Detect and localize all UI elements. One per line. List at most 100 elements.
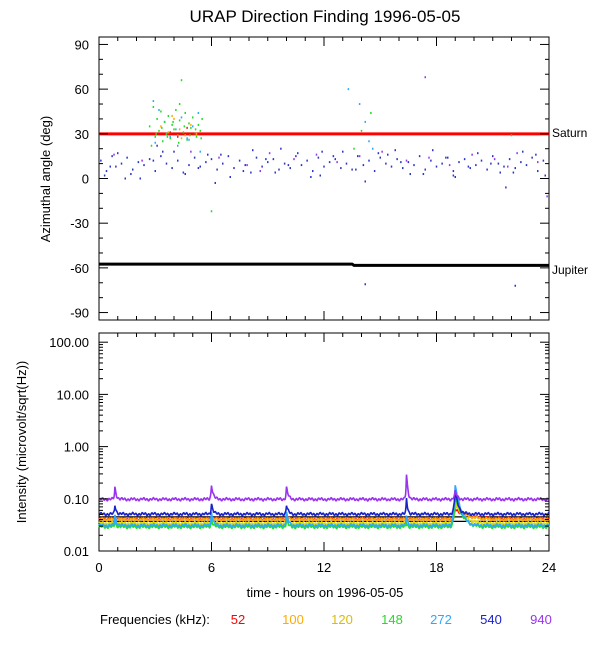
azimuth-point (428, 156, 430, 159)
azimuth-y-tick-label: 30 (75, 127, 89, 142)
azimuth-point (387, 153, 389, 156)
azimuth-point (177, 144, 179, 147)
legend-item-52: 52 (231, 612, 245, 627)
azimuth-point (293, 158, 295, 161)
azimuth-point (381, 150, 383, 153)
azimuth-point (289, 167, 291, 170)
azimuth-point (173, 150, 175, 153)
azimuth-point (297, 152, 299, 155)
azimuth-point (362, 164, 365, 167)
legend-item-272: 272 (430, 612, 452, 627)
legend-item-940: 940 (530, 612, 552, 627)
azimuth-point (105, 170, 108, 173)
legend-item-540: 540 (480, 612, 502, 627)
azimuth-point (160, 110, 162, 113)
azimuth-point (154, 135, 156, 138)
azimuth-point (177, 159, 179, 162)
azimuth-point (432, 149, 434, 152)
azimuth-point (216, 168, 218, 171)
azimuth-point (227, 155, 230, 158)
azimuth-point (218, 156, 220, 159)
azimuth-point (165, 162, 168, 165)
azimuth-point (400, 161, 402, 164)
azimuth-y-tick-label: -30 (70, 216, 89, 231)
azimuth-point (197, 167, 200, 170)
azimuth-point (155, 132, 157, 135)
azimuth-point (182, 171, 185, 174)
azimuth-point (370, 111, 372, 114)
azimuth-point (520, 161, 522, 164)
azimuth-point (332, 155, 335, 158)
jupiter-reference-line (99, 262, 549, 267)
intensity-series (98, 474, 550, 530)
azimuth-point (137, 161, 140, 164)
azimuth-point (394, 149, 396, 152)
azimuth-point (242, 170, 245, 173)
azimuth-point (342, 150, 344, 153)
azimuth-point (351, 168, 353, 171)
azimuth-y-tick-label: -90 (70, 306, 89, 321)
intensity-y-ticks: 100.00 10.00 1.00 0.10 0.01 (49, 335, 549, 559)
x-tick-label: 24 (542, 560, 556, 575)
azimuth-point (300, 164, 303, 167)
azimuth-point (390, 165, 393, 168)
azimuth-point (447, 156, 449, 159)
azimuth-point (200, 137, 202, 140)
legend-item-148: 148 (381, 612, 403, 627)
azimuth-point (152, 159, 155, 162)
azimuth-point (186, 138, 188, 141)
azimuth-panel: 90 60 30 0 -30 -60 -90 Saturn Jupiter Azimutha… (38, 36, 588, 321)
azimuth-point (120, 162, 123, 165)
azimuth-point (199, 129, 201, 132)
azimuth-point (364, 283, 366, 286)
azimuth-point (407, 161, 410, 164)
azimuth-point (312, 170, 314, 173)
azimuth-point (385, 162, 387, 165)
azimuth-point (463, 158, 466, 161)
azimuth-point (178, 103, 181, 106)
azimuth-point (323, 165, 325, 168)
azimuth-point (402, 167, 404, 170)
azimuth-point (274, 171, 276, 174)
azimuth-point (103, 174, 106, 177)
azimuth-point (190, 123, 192, 126)
azimuth-point (192, 125, 194, 128)
azimuth-point (178, 119, 181, 122)
x-tick-label: 12 (317, 560, 331, 575)
azimuth-point (115, 165, 117, 168)
azimuth-point (183, 125, 186, 128)
azimuth-point (454, 176, 456, 179)
azimuth-point (201, 117, 203, 120)
azimuth-point (190, 126, 192, 129)
intensity-y-tick-label: 1.00 (64, 440, 89, 455)
azimuth-point (163, 120, 166, 123)
azimuth-point (193, 132, 196, 135)
azimuth-point (250, 171, 252, 174)
azimuth-point (252, 149, 254, 152)
azimuth-point (184, 111, 186, 114)
azimuth-point (220, 153, 222, 156)
azimuth-point (158, 108, 160, 111)
azimuth-point (328, 161, 331, 164)
azimuth-point (160, 125, 162, 128)
azimuth-point (175, 108, 177, 111)
azimuth-point (345, 162, 348, 165)
azimuth-point (268, 152, 271, 155)
x-tick-label: 18 (429, 560, 443, 575)
azimuth-point (166, 135, 169, 138)
azimuth-point (261, 165, 263, 168)
azimuth-point (516, 152, 518, 155)
azimuth-point (319, 174, 321, 177)
azimuth-point (510, 134, 513, 137)
azimuth-point (190, 150, 192, 153)
azimuth-point (180, 137, 183, 140)
azimuth-point (317, 156, 320, 159)
azimuth-point (148, 158, 151, 161)
azimuth-point (246, 164, 248, 167)
azimuth-point (537, 161, 539, 164)
azimuth-point (452, 174, 455, 177)
azimuth-point (283, 162, 286, 165)
azimuth-point (210, 158, 213, 161)
azimuth-point (139, 177, 141, 180)
